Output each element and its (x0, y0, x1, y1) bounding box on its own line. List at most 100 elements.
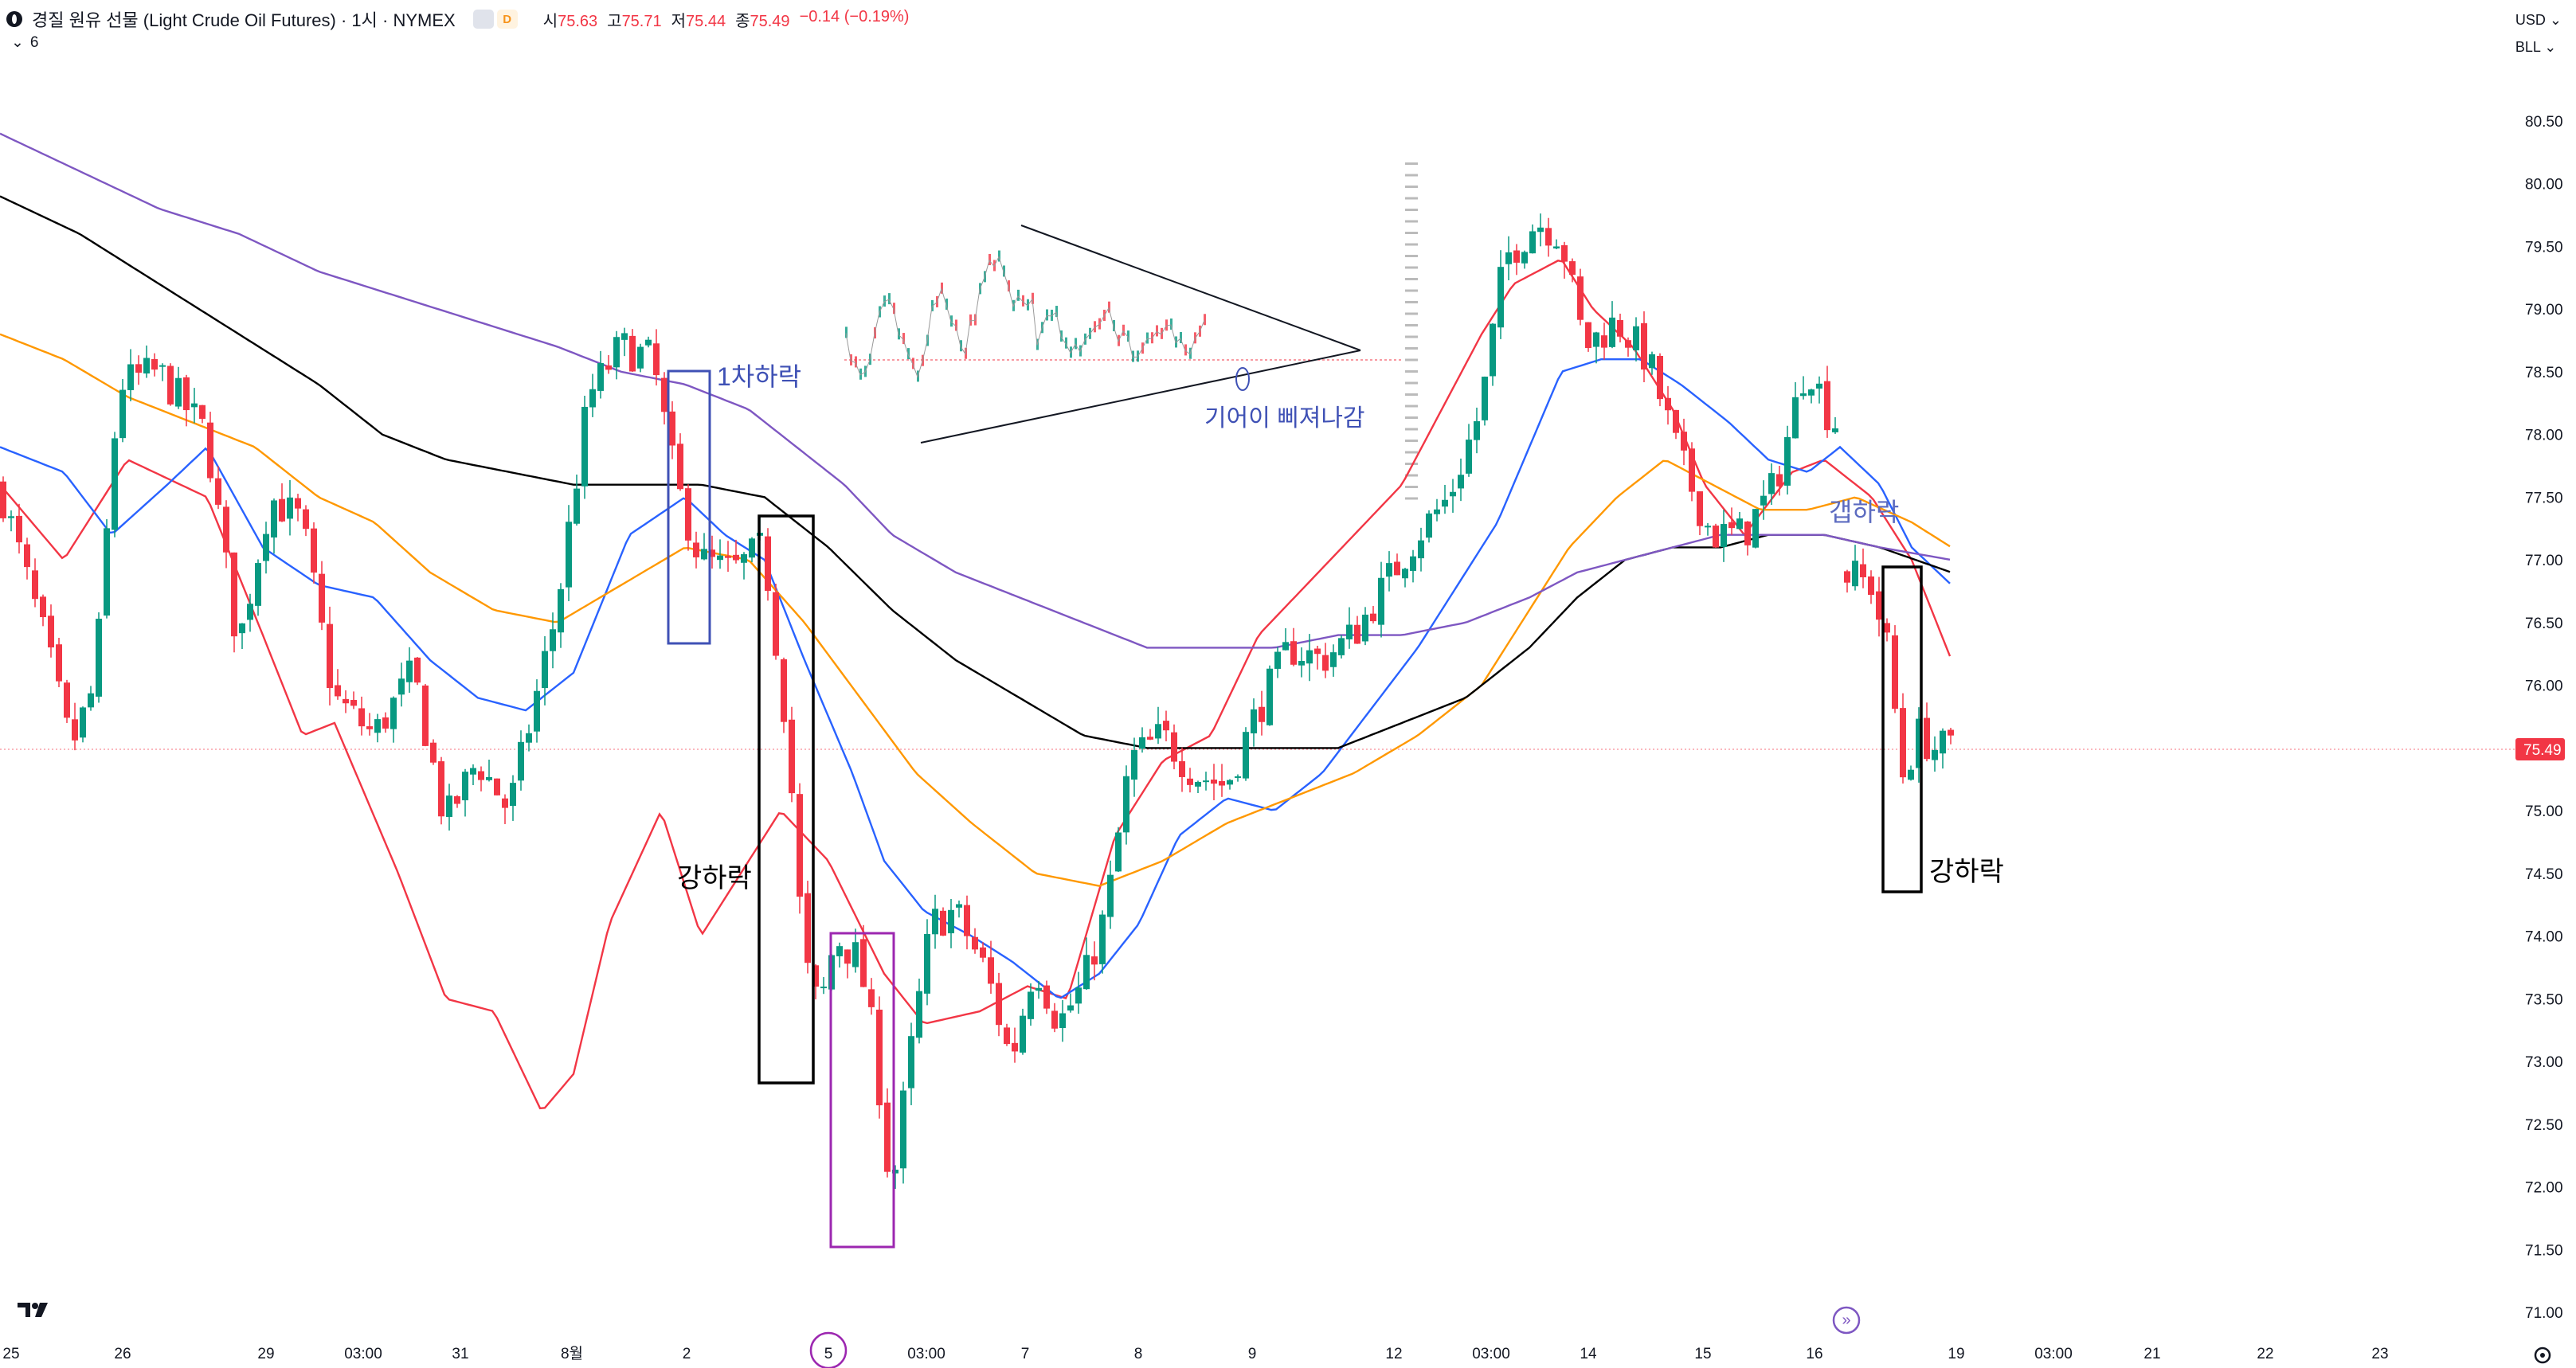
candle (1410, 549, 1416, 583)
candle (502, 794, 508, 824)
candle (1314, 645, 1321, 670)
candle (1876, 577, 1882, 637)
moving-average-line-3 (0, 333, 1951, 887)
candle-body (749, 538, 755, 558)
candle (972, 928, 978, 954)
candle-body (382, 717, 389, 729)
candle-body (1916, 718, 1922, 768)
candle (1513, 244, 1520, 276)
candle (1681, 418, 1687, 466)
candle (454, 795, 460, 808)
candle (1784, 425, 1791, 495)
chart-settings-button[interactable] (2534, 1347, 2551, 1364)
high-label: 고 (607, 12, 622, 30)
inset-scale-tick (1405, 266, 1418, 269)
candle-body (127, 364, 134, 390)
candle (1529, 224, 1536, 254)
candle (1497, 250, 1504, 339)
inset-scale-tick (1405, 428, 1418, 431)
candle-body (1505, 252, 1512, 264)
candle (924, 919, 930, 1006)
candle-body (1665, 397, 1671, 411)
candle-body (653, 343, 660, 376)
inset-scale-tick (1405, 335, 1418, 338)
candle (1083, 937, 1090, 990)
chevron-down-icon: ⌄ (2544, 39, 2557, 55)
scroll-to-latest-button[interactable]: » (1832, 1306, 1861, 1335)
inset-candle (1113, 319, 1115, 331)
candle-body (279, 498, 285, 522)
candle-body (1243, 732, 1249, 779)
candle (1633, 317, 1639, 362)
candle (1402, 568, 1408, 588)
indicators-toggle[interactable]: ⌄ 6 (11, 33, 39, 52)
candle-body (1681, 432, 1687, 451)
candle (1378, 561, 1384, 638)
candle (1322, 643, 1329, 678)
candle-body (709, 549, 715, 557)
candle-body (916, 991, 922, 1038)
candle (446, 784, 452, 831)
candle (733, 539, 739, 564)
candle (1059, 999, 1066, 1042)
candle (478, 766, 484, 791)
candle (350, 691, 357, 709)
symbol-title[interactable]: 경질 원유 선물 (Light Crude Oil Futures) · 1시 … (32, 10, 456, 30)
candle (390, 696, 397, 743)
candle-body (621, 333, 628, 340)
candle (1155, 706, 1161, 745)
candle-body (820, 987, 827, 989)
candle-body (1203, 780, 1209, 783)
symbol-legend[interactable]: 경질 원유 선물 (Light Crude Oil Futures) · 1시 … (6, 6, 909, 32)
candle-body (844, 949, 851, 964)
candle (1458, 458, 1464, 502)
delayed-badge[interactable]: D (496, 10, 518, 29)
inset-candle (845, 326, 848, 338)
gear-center (2540, 1353, 2545, 1358)
price-tick-label: 73.00 (2525, 1054, 2563, 1071)
currency-unit-selector[interactable]: USD ⌄ BLL ⌄ (2515, 6, 2562, 61)
candle (1091, 941, 1098, 981)
candle (852, 928, 859, 973)
candle-body (550, 629, 556, 651)
candle-body (0, 481, 6, 518)
strong-drop-box-2 (1881, 565, 1923, 893)
candle-body (597, 362, 604, 391)
candle (72, 702, 78, 751)
candle-body (518, 741, 524, 781)
price-tick-label: 75.00 (2525, 803, 2563, 820)
candle-body (1418, 540, 1424, 559)
candle (685, 484, 691, 551)
candle-body (1330, 652, 1337, 667)
candle (1852, 545, 1858, 591)
candle-body (1561, 244, 1568, 262)
time-tick-label: 31 (452, 1346, 468, 1362)
candle (574, 474, 580, 526)
candle (1824, 365, 1830, 438)
candle-body (175, 377, 182, 407)
tradingview-logo-icon[interactable] (16, 1298, 59, 1322)
candle-body (685, 488, 691, 541)
inset-candle (1122, 324, 1125, 336)
candle (1243, 727, 1249, 781)
candle (1505, 236, 1512, 280)
candle-body (1617, 320, 1623, 337)
candle-body (1410, 556, 1416, 571)
indicator-count: 6 (29, 33, 39, 51)
inset-candle (1165, 319, 1168, 331)
candle-body (1012, 1042, 1018, 1052)
candle-body (566, 522, 572, 588)
candle-body (605, 365, 612, 370)
candle (1115, 827, 1122, 873)
candle-body (1900, 708, 1906, 778)
sync-badge[interactable] (472, 10, 494, 29)
candle-body (1067, 1005, 1074, 1011)
candle (303, 505, 309, 537)
price-tick-label: 80.00 (2525, 177, 2563, 193)
inset-candle (902, 333, 905, 345)
inset-candle (1055, 306, 1058, 318)
candle-body (876, 1009, 883, 1106)
candle (88, 686, 94, 711)
inset-scale-tick (1405, 416, 1418, 419)
